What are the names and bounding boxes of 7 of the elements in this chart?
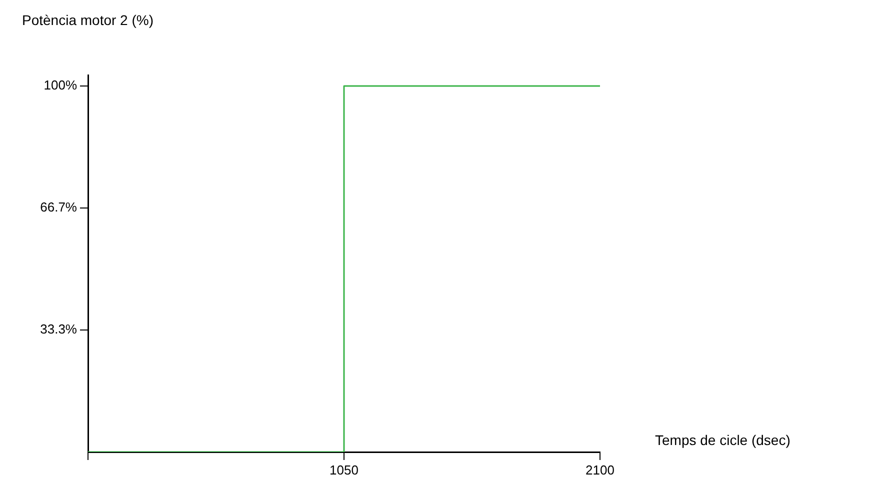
x-tick-label: 2100 — [586, 462, 614, 478]
y-tick-label: 33.3% — [40, 322, 78, 337]
x-tick-label: 1050 — [330, 462, 358, 478]
y-axis-title: Potència motor 2 (%) — [22, 12, 154, 28]
x-axis-title: Temps de cicle (dsec) — [655, 432, 790, 448]
y-tick-label: 100% — [44, 78, 78, 93]
y-tick-label: 66.7% — [40, 199, 78, 214]
